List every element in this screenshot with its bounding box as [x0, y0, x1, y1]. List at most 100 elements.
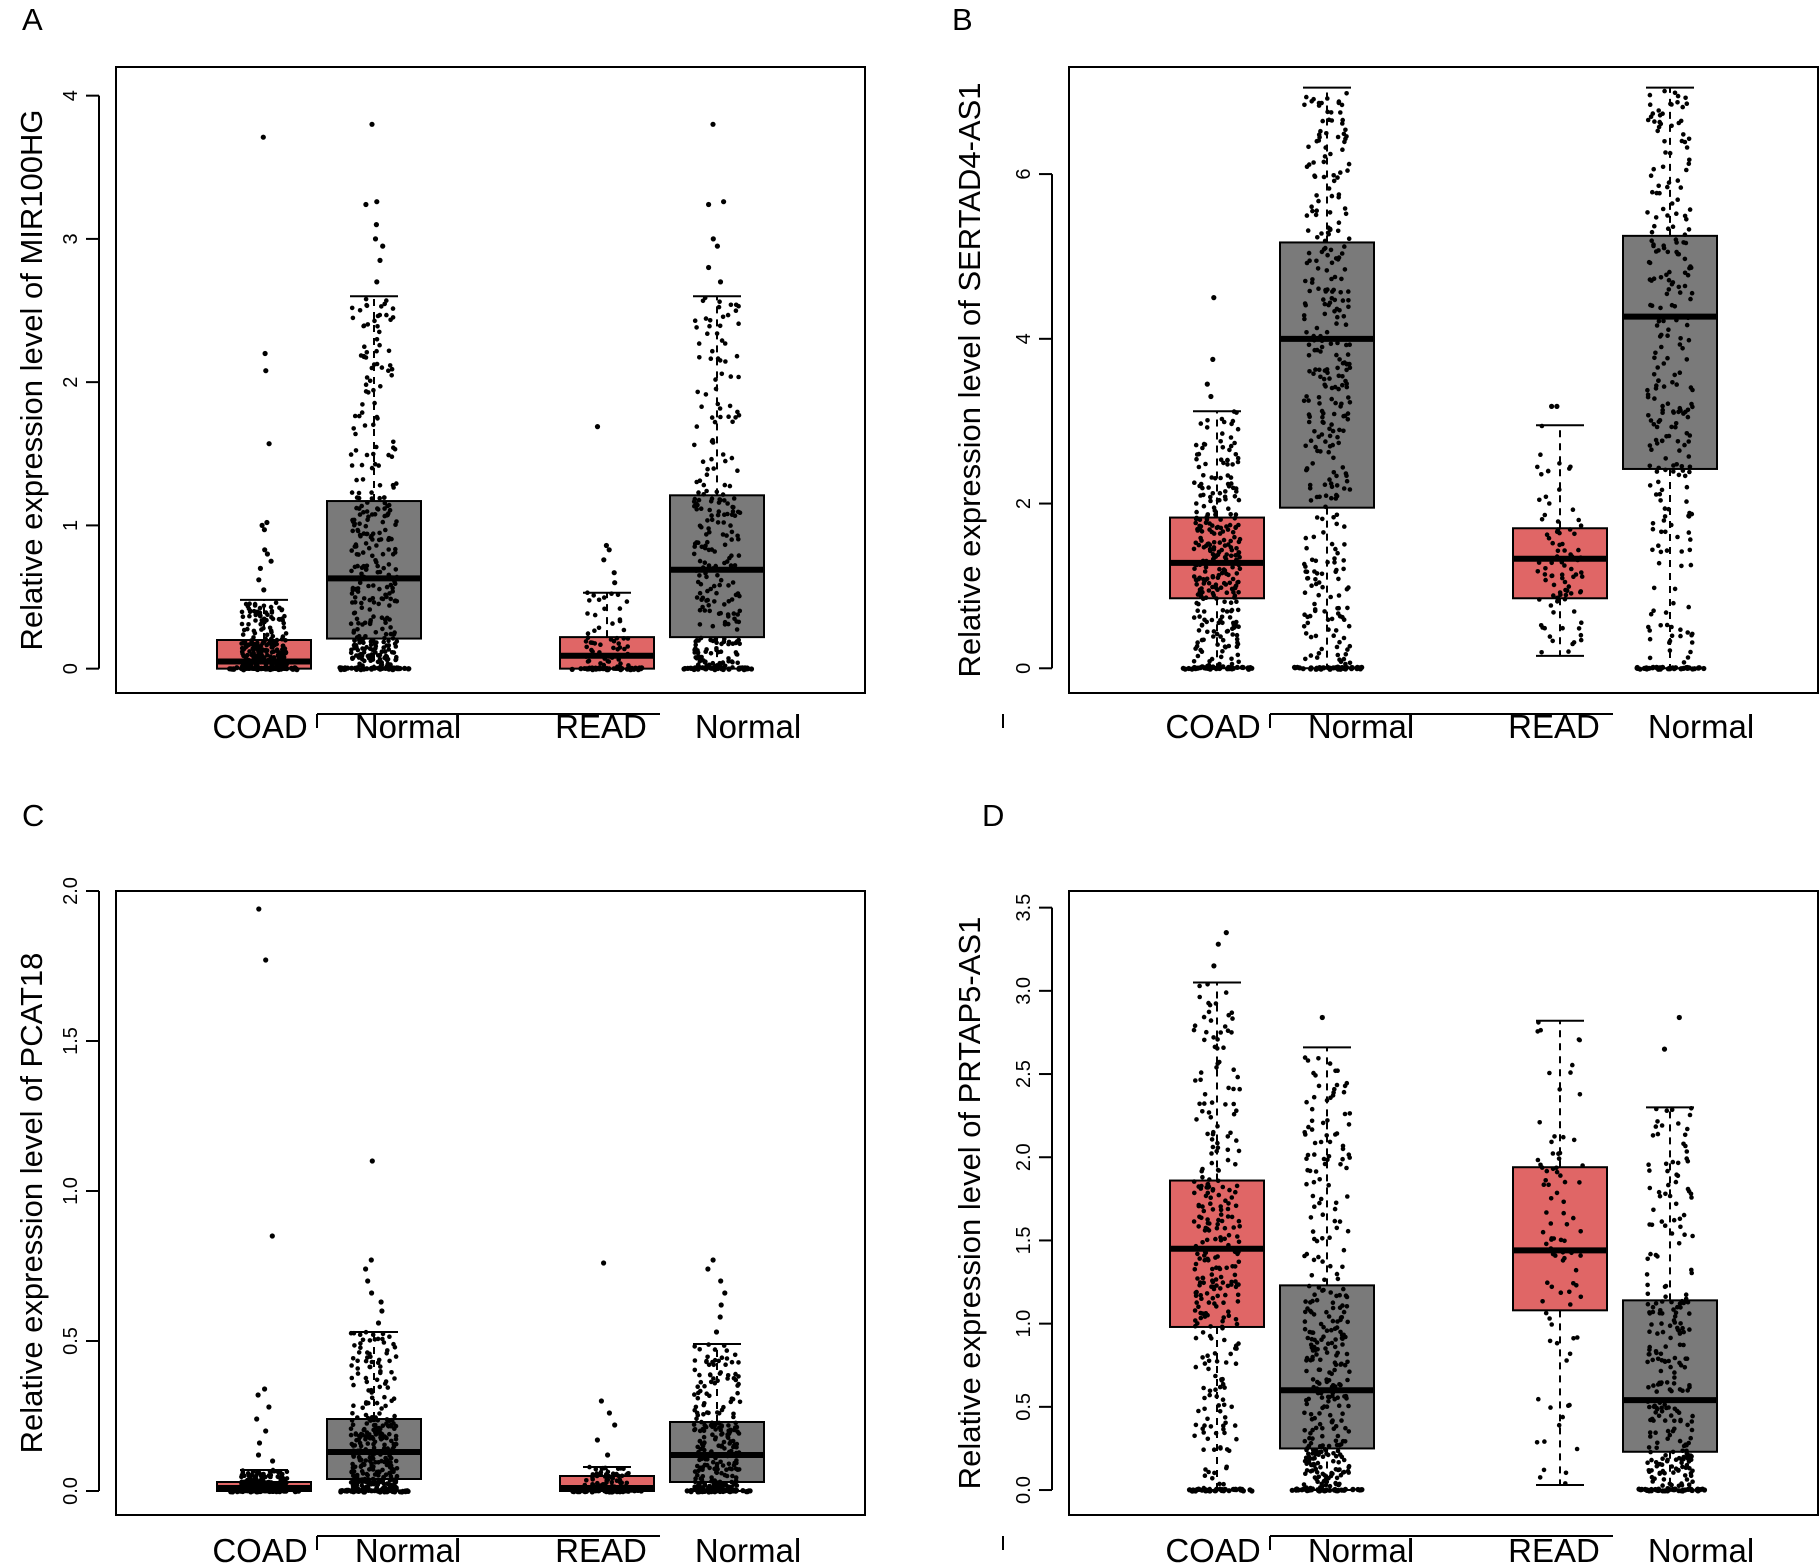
data-point [1301, 1482, 1307, 1487]
data-point [706, 1342, 711, 1347]
data-point [1567, 1402, 1572, 1408]
data-point [1205, 1312, 1210, 1318]
data-point [1687, 1327, 1692, 1332]
data-point [1329, 495, 1334, 501]
data-point [248, 1489, 254, 1495]
data-point [1559, 559, 1565, 565]
data-point [1665, 666, 1671, 672]
data-point [1200, 445, 1205, 451]
data-point [1196, 542, 1202, 548]
data-point [290, 666, 296, 672]
data-point [1675, 1325, 1680, 1331]
data-point [1333, 1200, 1339, 1206]
data-point [1316, 1083, 1322, 1089]
data-point [376, 665, 382, 671]
data-point [1314, 1470, 1320, 1475]
data-point [697, 622, 703, 627]
data-point [1663, 1344, 1668, 1349]
plot-frame [1068, 890, 1819, 1516]
x-category-label: Normal [695, 1532, 801, 1564]
data-point [614, 1487, 620, 1493]
data-point [1223, 582, 1229, 587]
data-point [1687, 1311, 1692, 1316]
data-point [1656, 419, 1662, 425]
data-point [1655, 365, 1660, 370]
data-point [1562, 548, 1567, 553]
data-point [1554, 1169, 1560, 1175]
data-point [1326, 231, 1331, 237]
data-point [388, 596, 394, 602]
data-point [715, 356, 721, 361]
data-point [1322, 311, 1328, 317]
data-point [357, 580, 363, 585]
data-point [1315, 1487, 1322, 1494]
data-point [1670, 665, 1676, 671]
data-point [1235, 1251, 1240, 1257]
data-point [1204, 1029, 1209, 1035]
outlier-point [612, 580, 618, 586]
data-point [1543, 577, 1548, 583]
data-point [257, 605, 263, 611]
data-point [1222, 543, 1228, 548]
data-point [1318, 1464, 1323, 1470]
data-point [1547, 1338, 1553, 1344]
data-point [712, 666, 718, 672]
data-point [1555, 599, 1560, 604]
outlier-point [1319, 1014, 1325, 1021]
data-point [1676, 1488, 1682, 1494]
data-point [1341, 486, 1347, 491]
data-point [730, 580, 736, 585]
data-point [1234, 410, 1239, 415]
data-point [394, 519, 399, 524]
data-point [1664, 622, 1670, 628]
data-point [393, 1433, 399, 1439]
data-point [251, 608, 257, 614]
data-point [1311, 1257, 1317, 1263]
data-point [276, 1475, 282, 1480]
data-point [704, 488, 709, 494]
data-point [1665, 226, 1671, 231]
data-point [370, 537, 375, 542]
data-point [1326, 186, 1332, 191]
data-point [379, 649, 385, 654]
data-point [1690, 1233, 1695, 1239]
data-point [1347, 342, 1352, 348]
data-point [1218, 1235, 1223, 1240]
data-point [1679, 464, 1685, 469]
data-point [1326, 1399, 1331, 1404]
data-point [1656, 543, 1661, 548]
data-point [1237, 1224, 1242, 1229]
data-point [1543, 1178, 1548, 1183]
data-point [269, 608, 275, 614]
data-point [377, 329, 382, 335]
data-point [1226, 506, 1231, 512]
data-point [1323, 439, 1328, 444]
data-point [1648, 1449, 1653, 1455]
data-point [1232, 593, 1238, 598]
data-point [617, 618, 623, 624]
data-point [619, 1473, 625, 1479]
data-point [1203, 1250, 1209, 1255]
data-point [1336, 192, 1342, 197]
data-point [1537, 497, 1542, 503]
data-point [1682, 256, 1688, 262]
data-point [736, 1450, 742, 1455]
data-point [1667, 638, 1673, 644]
data-point [1223, 1198, 1228, 1203]
data-point [1199, 623, 1205, 628]
data-point [1651, 1383, 1656, 1388]
data-point [353, 1450, 359, 1456]
x-category-label: Normal [1308, 708, 1414, 745]
data-point [1685, 1456, 1691, 1461]
data-point [1328, 1263, 1333, 1269]
data-point [1221, 1300, 1226, 1305]
data-point [1543, 1310, 1549, 1316]
data-point [1684, 322, 1690, 328]
x-category-label: COAD [1165, 1532, 1260, 1564]
data-point [350, 1483, 356, 1489]
outlier-point [363, 201, 369, 208]
data-point [1650, 1133, 1656, 1138]
data-point [1232, 585, 1238, 591]
data-point [379, 304, 384, 309]
data-point [1669, 424, 1674, 430]
